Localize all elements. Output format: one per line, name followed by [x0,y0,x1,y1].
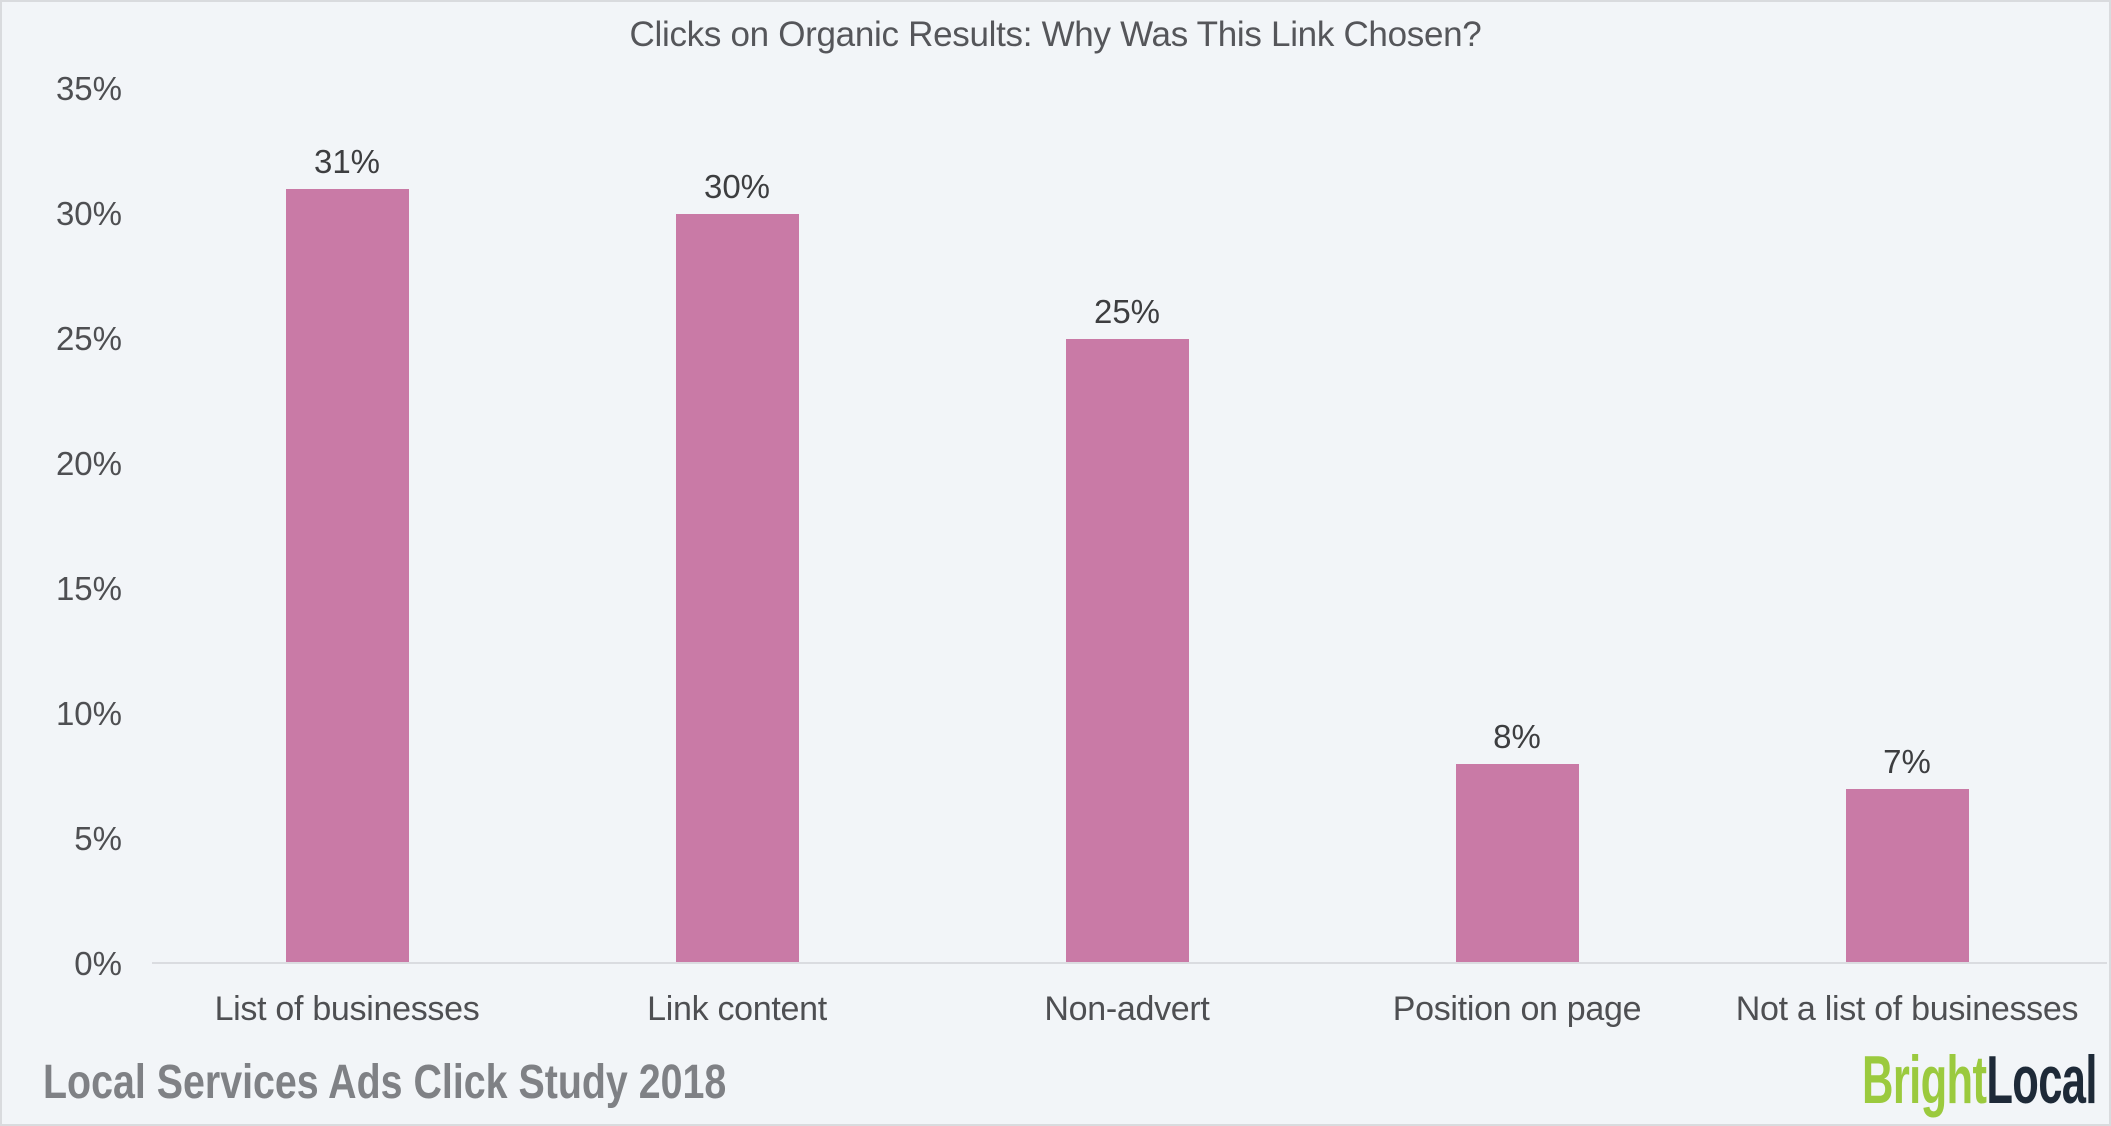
y-tick-label: 0% [74,945,122,982]
y-tick-label: 20% [55,445,122,482]
bar-slot: 25% [932,89,1322,964]
y-axis: 0% 5% 10% 15% 20% 25% 30% 35% [2,70,122,982]
y-tick-label: 25% [55,320,122,357]
brightlocal-logo: BrightLocal [1862,1043,2097,1118]
chart-title: Clicks on Organic Results: Why Was This … [629,15,1482,54]
bar-slot: 8% [1322,89,1712,964]
bar [1845,789,1969,964]
logo-part-bright: Bright [1862,1042,1987,1119]
y-tick-label: 5% [74,820,122,857]
x-category-label: Position on page [1392,990,1642,1028]
bar-value-label: 8% [1493,718,1541,755]
y-tick-label: 15% [55,570,122,607]
logo-part-local: Local [1986,1042,2098,1119]
x-category-label: List of businesses [214,990,480,1028]
bar [1455,764,1579,964]
y-tick-label: 10% [55,695,122,732]
y-tick-label: 35% [55,70,122,107]
x-category-label: Link content [647,990,827,1028]
bar [285,189,409,964]
bar-value-label: 25% [1093,293,1161,330]
bar-slot: 31% [152,89,542,964]
plot-area: 31% 30% 25% 8% 7% [152,89,2102,964]
x-axis-line [152,962,2107,964]
bar-value-label: 30% [703,168,771,205]
x-category-label: Not a list of businesses [1735,990,2079,1028]
y-tick-label: 30% [55,195,122,232]
bar [1065,339,1189,964]
bar-slot: 30% [542,89,932,964]
bar-value-label: 31% [313,143,381,180]
x-category-label: Non-advert [1044,990,1210,1028]
x-axis-labels: List of businesses Link content Non-advert… [152,990,2102,1029]
bar-slot: 7% [1712,89,2102,964]
bar-value-label: 7% [1883,743,1931,780]
source-caption: Local Services Ads Click Study 2018 [43,1056,727,1109]
bar [675,214,799,964]
